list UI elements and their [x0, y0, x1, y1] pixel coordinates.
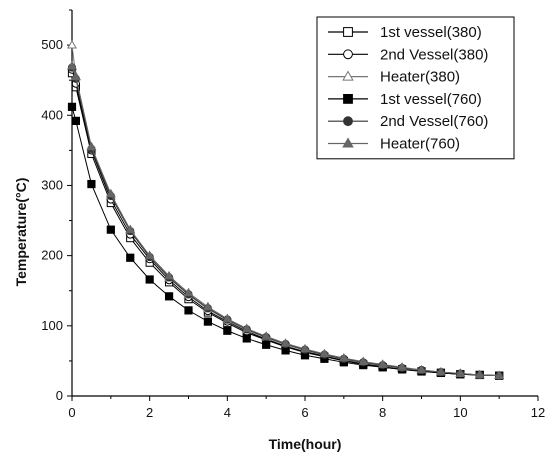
legend-item: 2nd Vessel(380): [328, 46, 488, 63]
y-tick-label: 300: [41, 177, 63, 192]
legend-label: Heater(380): [380, 69, 460, 86]
data-point: [67, 102, 77, 111]
data-point: [319, 348, 330, 358]
data-point: [455, 368, 466, 377]
data-point: [126, 253, 135, 262]
data-point: [358, 356, 369, 366]
series-line: [71, 65, 500, 377]
data-point: [222, 313, 233, 323]
data-point: [164, 270, 175, 280]
data-point: [241, 323, 252, 333]
data-point: [280, 338, 291, 347]
legend-marker: [343, 27, 353, 37]
data-point: [87, 179, 96, 189]
data-point: [202, 301, 213, 311]
axes: 0 2 4 6 8 10 12 0 100 200 300 400 500: [41, 9, 545, 420]
legend-marker: [342, 70, 354, 81]
data-point: [105, 188, 116, 198]
data-point: [67, 61, 77, 70]
x-tick-label: 6: [301, 405, 308, 420]
legend-item: Heater(380): [328, 69, 460, 86]
y-tick-label: 200: [41, 248, 63, 263]
data-point: [145, 275, 154, 284]
x-tick-label: 0: [68, 405, 75, 420]
x-axis-title: Time(hour): [269, 436, 342, 452]
legend: 1st vessel(380) 2nd Vessel(380) Heater(380…: [316, 16, 515, 160]
data-point: [144, 250, 155, 260]
legend-item: 1st vessel(380): [328, 24, 482, 41]
y-tick-label: 400: [41, 107, 63, 122]
data-point: [203, 317, 213, 326]
x-tick-label: 12: [531, 405, 545, 420]
data-point: [435, 367, 446, 376]
y-axis-title: Temperature(°C): [13, 178, 29, 287]
y-tick-label: 0: [56, 388, 63, 403]
legend-label: 1st vessel(380): [380, 24, 482, 41]
data-point: [338, 352, 349, 362]
data-point: [261, 331, 272, 340]
x-tick-label: 8: [379, 405, 386, 420]
y-tick-label: 100: [41, 318, 63, 333]
data-point: [71, 116, 80, 125]
legend-marker: [343, 94, 353, 104]
legend-label: 2nd Vessel(380): [380, 46, 488, 63]
x-tick-label: 2: [146, 405, 153, 420]
data-point: [67, 39, 77, 49]
data-point: [106, 225, 115, 234]
data-point: [125, 224, 136, 234]
x-tick-label: 4: [224, 405, 231, 420]
data-point: [164, 292, 174, 301]
y-tick-label: 500: [41, 37, 63, 52]
data-point: [183, 287, 194, 297]
data-point: [184, 306, 193, 315]
data-point: [474, 369, 485, 379]
legend-marker: [342, 137, 354, 148]
data-point: [397, 362, 408, 371]
data-point: [494, 370, 505, 380]
data-point: [223, 326, 232, 335]
legend-marker: [343, 49, 353, 60]
data-point: [70, 71, 81, 81]
legend-item: Heater(760): [328, 136, 460, 153]
data-point: [262, 340, 271, 349]
legend-label: 2nd Vessel(760): [380, 113, 488, 130]
series-layer: [67, 39, 505, 380]
legend-label: Heater(760): [380, 136, 460, 153]
data-point: [300, 343, 310, 353]
data-point: [377, 359, 388, 368]
data-point: [242, 334, 251, 343]
legend-item: 1st vessel(760): [328, 91, 482, 108]
data-point: [86, 141, 97, 151]
legend-box: [316, 16, 515, 160]
series-6: [67, 61, 505, 380]
x-tick-label: 10: [453, 405, 467, 420]
data-point: [416, 364, 427, 374]
legend-item: 2nd Vessel(760): [328, 113, 488, 130]
legend-label: 1st vessel(760): [380, 91, 482, 108]
legend-marker: [343, 116, 353, 127]
